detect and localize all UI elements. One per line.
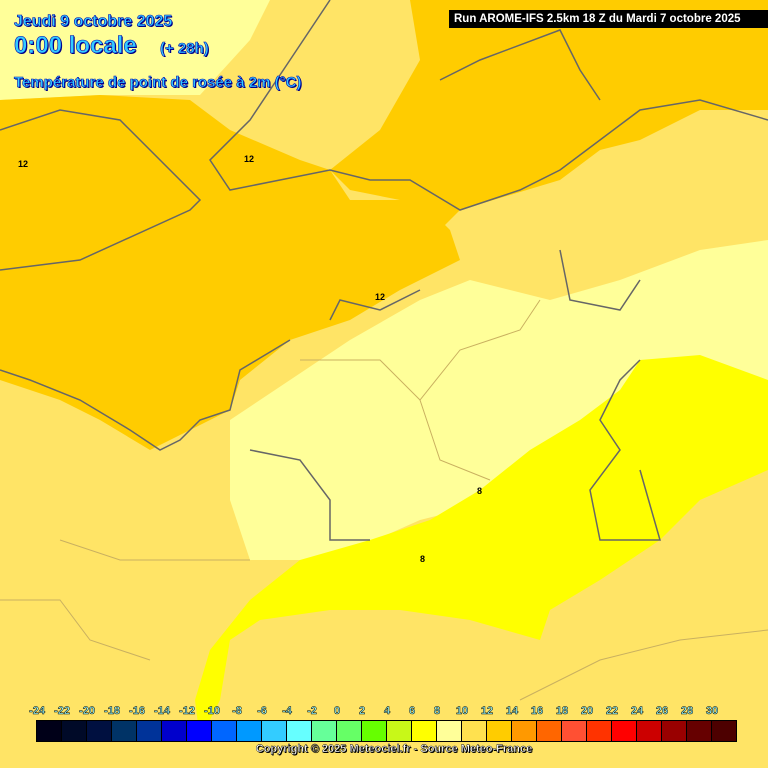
legend-swatch <box>37 721 62 741</box>
legend-swatch <box>462 721 487 741</box>
legend-label: -12 <box>179 705 195 718</box>
legend-labels: -24 -22 -20 -18 -16 -14 -12 -10 -8 -6 -4 -2 0 2 4 6 8 10 1… <box>0 705 768 719</box>
borders <box>0 0 768 541</box>
legend-swatch <box>287 721 312 741</box>
legend-swatch <box>412 721 437 741</box>
legend-swatch <box>662 721 687 741</box>
legend-swatch <box>162 721 187 741</box>
legend-label: 10 <box>455 705 469 718</box>
legend-swatch <box>212 721 237 741</box>
legend-label: -10 <box>204 705 220 718</box>
legend-label: 4 <box>383 705 391 718</box>
legend-swatch <box>437 721 462 741</box>
legend-swatch <box>137 721 162 741</box>
department-borders <box>0 299 768 701</box>
zone-light-north <box>0 0 270 100</box>
legend-swatch <box>537 721 562 741</box>
legend-label: 8 <box>433 705 441 718</box>
contour-label: 8 <box>420 554 425 564</box>
legend-label: -4 <box>282 705 292 718</box>
contour-label: 12 <box>244 154 254 164</box>
contour-label: 12 <box>18 159 28 169</box>
legend-label: 2 <box>358 705 366 718</box>
run-info: Run AROME-IFS 2.5km 18 Z du Mardi 7 octo… <box>449 10 768 28</box>
legend-label: -18 <box>104 705 120 718</box>
legend-swatch <box>112 721 137 741</box>
legend-label: 6 <box>408 705 416 718</box>
legend-swatch <box>687 721 712 741</box>
legend-swatch <box>362 721 387 741</box>
contour-label: 8 <box>477 486 482 496</box>
legend-label: -22 <box>54 705 70 718</box>
legend-label: -8 <box>232 705 242 718</box>
legend-label: 12 <box>480 705 494 718</box>
contour-label: 12 <box>375 292 385 302</box>
legend-label: 16 <box>530 705 544 718</box>
legend-swatch <box>712 721 736 741</box>
zone-12-14-east <box>330 0 768 230</box>
zone-12-14-west <box>0 95 460 450</box>
legend-label: 22 <box>605 705 619 718</box>
legend-swatch <box>337 721 362 741</box>
legend-swatch <box>387 721 412 741</box>
legend-swatch <box>587 721 612 741</box>
copyright: Copyright © 2025 Meteociel.fr - Source M… <box>255 743 533 755</box>
parameter-title: Température de point de rosée à 2m (°C) <box>14 74 302 92</box>
legend-swatch <box>512 721 537 741</box>
legend-label: 18 <box>555 705 569 718</box>
legend-swatch <box>487 721 512 741</box>
legend-label: 26 <box>655 705 669 718</box>
legend-label: -2 <box>307 705 317 718</box>
legend-swatch <box>612 721 637 741</box>
zone-6-8-band <box>195 355 768 740</box>
legend-swatch <box>312 721 337 741</box>
lead-time: (+ 28h) <box>160 40 209 58</box>
legend-label: 14 <box>505 705 519 718</box>
legend-label: 24 <box>630 705 644 718</box>
legend-label: 20 <box>580 705 594 718</box>
legend-label: 30 <box>705 705 719 718</box>
legend-swatch <box>262 721 287 741</box>
legend-swatch <box>187 721 212 741</box>
zone-8-10-center <box>230 240 768 560</box>
legend-swatch <box>637 721 662 741</box>
legend-label: -20 <box>79 705 95 718</box>
forecast-time: 0:00 locale <box>14 32 137 60</box>
legend-swatch <box>62 721 87 741</box>
forecast-date: Jeudi 9 octobre 2025 <box>14 13 173 31</box>
legend-label: -16 <box>129 705 145 718</box>
legend-label: -24 <box>29 705 45 718</box>
legend-label: 0 <box>333 705 341 718</box>
legend-color-bar <box>36 720 737 742</box>
legend-swatch <box>562 721 587 741</box>
legend-label: -6 <box>257 705 267 718</box>
legend-label: -14 <box>154 705 170 718</box>
legend-swatch <box>237 721 262 741</box>
legend-label: 28 <box>680 705 694 718</box>
legend-swatch <box>87 721 112 741</box>
